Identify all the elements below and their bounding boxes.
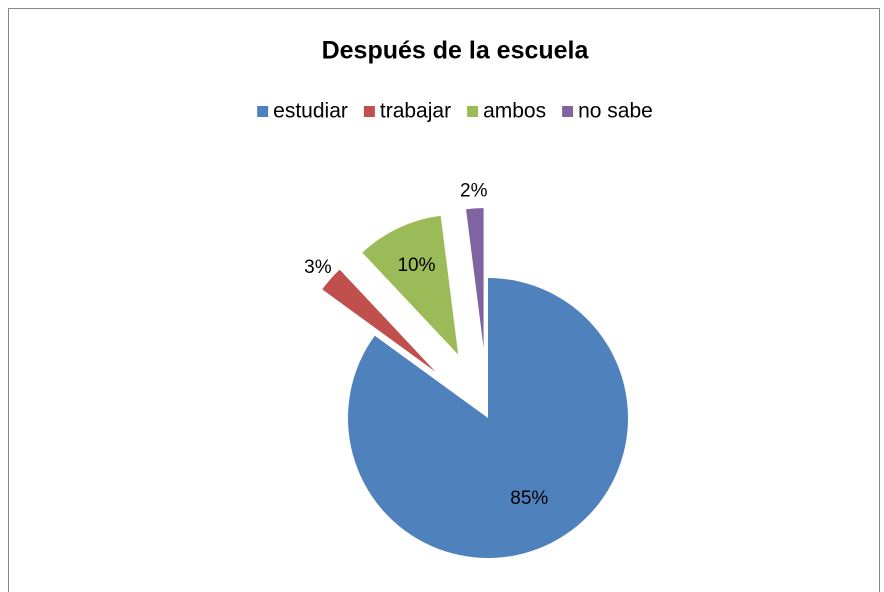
legend-label: estudiar (273, 100, 348, 123)
chart-title: Después de la escuela (322, 37, 590, 65)
data-label: 3% (304, 257, 332, 278)
pie-slice (466, 208, 484, 349)
legend-label: ambos (483, 100, 546, 123)
pie-slice (322, 269, 436, 372)
legend: estudiar trabajar ambos no sabe (257, 100, 653, 123)
pie-slice (347, 278, 628, 558)
data-label: 85% (510, 488, 548, 509)
legend-swatch (363, 106, 375, 117)
legend-label: trabajar (380, 100, 451, 123)
legend-swatch (467, 106, 479, 117)
legend-swatch (257, 106, 269, 117)
pie-slice (362, 215, 459, 355)
legend-swatch (562, 106, 574, 117)
data-label: 10% (397, 255, 435, 276)
data-label: 2% (460, 181, 488, 202)
legend-label: no sabe (578, 100, 653, 123)
